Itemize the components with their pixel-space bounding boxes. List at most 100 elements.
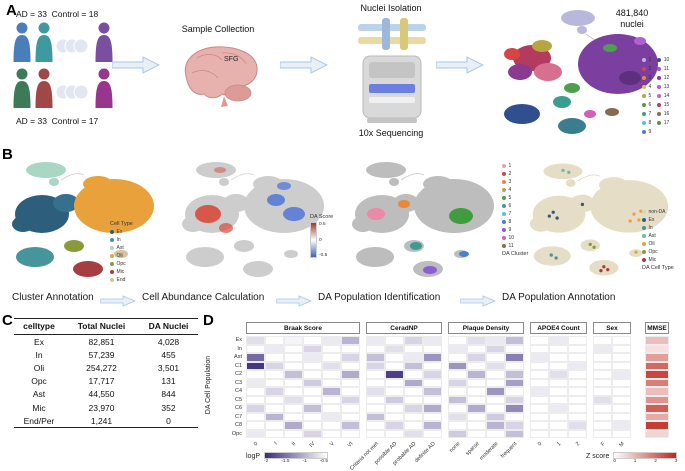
- legend-label: Mic: [648, 257, 657, 263]
- legend-item: In: [642, 224, 674, 232]
- legend-swatch: [110, 254, 114, 258]
- heatmap-cell: [530, 378, 549, 387]
- heatmap-cell: [467, 370, 486, 379]
- legend-label: 9: [648, 129, 652, 135]
- table-row: Opc 17,717 131: [14, 375, 198, 388]
- heatmap-group: Plaque Density none sparse moderate frequent: [448, 322, 524, 469]
- heatmap-cell: [322, 370, 341, 379]
- logp-ticks: -2 -1.5 -1 -0.5: [264, 459, 328, 464]
- heatmap-cell: [549, 336, 568, 345]
- legend-swatch: [110, 278, 114, 282]
- heatmap-cell: [246, 336, 265, 345]
- cell-type-legend-title: Cell Type: [110, 221, 133, 227]
- heatmap-cell: [593, 387, 612, 396]
- table-header-row: celltype Total Nuclei DA Nuclei: [14, 318, 198, 335]
- heatmap-cell: [505, 361, 524, 370]
- heatmap-cell: [467, 412, 486, 421]
- legend-label: non-DA: [648, 209, 666, 215]
- heatmap-cell: [341, 412, 360, 421]
- legend-label: Ast: [116, 245, 124, 251]
- cohort-ellipsis-icon: [55, 38, 89, 54]
- legend-label: 15: [663, 102, 670, 108]
- legend-item: In: [110, 236, 133, 244]
- heatmap-cell: [303, 387, 322, 396]
- heatmap-cell: [530, 421, 549, 430]
- heatmap-cell: [246, 361, 265, 370]
- heatmap-cell: [265, 336, 284, 345]
- heatmap-cell: [645, 404, 669, 413]
- heatmap-cell: [645, 429, 669, 438]
- tick-label: 1: [633, 459, 637, 464]
- heatmap-cell: [423, 370, 442, 379]
- heatmap-cell: [530, 370, 549, 379]
- legend-swatch: [657, 103, 662, 107]
- heatmap-cell: [448, 395, 467, 404]
- nuclei-isolation-label: Nuclei Isolation: [360, 3, 422, 13]
- legend-item: 9: [502, 226, 528, 234]
- legend-label: Opc: [116, 261, 126, 267]
- heatmap-cell: [568, 387, 587, 396]
- legend-swatch: [502, 244, 506, 248]
- heatmap-cell: [303, 421, 322, 430]
- heatmap-cell: [385, 395, 404, 404]
- heatmap-cell: [530, 344, 549, 353]
- legend-item: 10: [657, 56, 669, 64]
- panel-d-label: D: [203, 312, 214, 329]
- heatmap-cell: [645, 361, 669, 370]
- heatmap-row-label: C7: [234, 413, 242, 420]
- heatmap-row-label: C2: [234, 371, 242, 377]
- heatmap-col-label: none: [448, 441, 462, 454]
- heatmap-cell: [423, 421, 442, 430]
- heatmap-cell: [530, 353, 549, 362]
- umap-da-annotation: [529, 163, 669, 276]
- heatmap-cell: [246, 344, 265, 353]
- heatmap-cell: [322, 361, 341, 370]
- heatmap-cell: [366, 387, 385, 396]
- legend-label: 9: [508, 227, 512, 233]
- person-icon: [35, 22, 53, 62]
- table-cell: 1,241: [64, 414, 139, 429]
- heatmap-row-label: C1: [234, 362, 242, 369]
- heatmap-cell: [385, 344, 404, 353]
- heatmap-cell: [366, 361, 385, 370]
- tick-label: -0.5: [319, 253, 328, 258]
- table-cell: 57,239: [88, 349, 115, 360]
- heatmap-cell: [246, 395, 265, 404]
- legend-swatch: [642, 85, 646, 89]
- zscore-gradient: [613, 452, 678, 459]
- logp-gradient: [264, 452, 329, 459]
- heatmap-cell: [341, 421, 360, 430]
- table-cell: Ex: [34, 336, 44, 347]
- heatmap-cell: [423, 395, 442, 404]
- legend-label: 10: [508, 235, 515, 241]
- heatmap-cell: [549, 370, 568, 379]
- heatmap-cell: [246, 353, 265, 362]
- legend-item: 1: [502, 162, 528, 170]
- legend-swatch: [502, 196, 506, 200]
- heatmap-cell: [404, 395, 423, 404]
- heatmap-cell: [341, 370, 360, 379]
- legend-item: Ast: [642, 232, 674, 240]
- legend-label: 8: [648, 120, 652, 126]
- legend-item: Opc: [110, 260, 133, 268]
- heatmap-cell: [505, 404, 524, 413]
- step-da-identification: DA Population Identification: [318, 292, 441, 303]
- cohort-people-icon: [13, 22, 113, 108]
- legend-item: Ast: [110, 244, 133, 252]
- legend-swatch: [110, 246, 114, 250]
- heatmap-cell: [385, 429, 404, 438]
- heatmap-cell: [404, 421, 423, 430]
- panel-b-label: B: [2, 146, 13, 163]
- heatmap-cell: [284, 344, 303, 353]
- sequencer-icon: [362, 55, 422, 123]
- heatmap-cell: [385, 404, 404, 413]
- heatmap-cell: [265, 412, 284, 421]
- cohort-ellipsis-icon: [55, 84, 89, 100]
- legend-label: 4: [648, 84, 652, 90]
- legend-swatch: [642, 103, 646, 107]
- heatmap-cell: [366, 404, 385, 413]
- tick-label: 0: [319, 237, 322, 243]
- table-cell: 23,970: [88, 402, 115, 413]
- legend-swatch: [642, 58, 646, 62]
- heatmap-cell: [467, 353, 486, 362]
